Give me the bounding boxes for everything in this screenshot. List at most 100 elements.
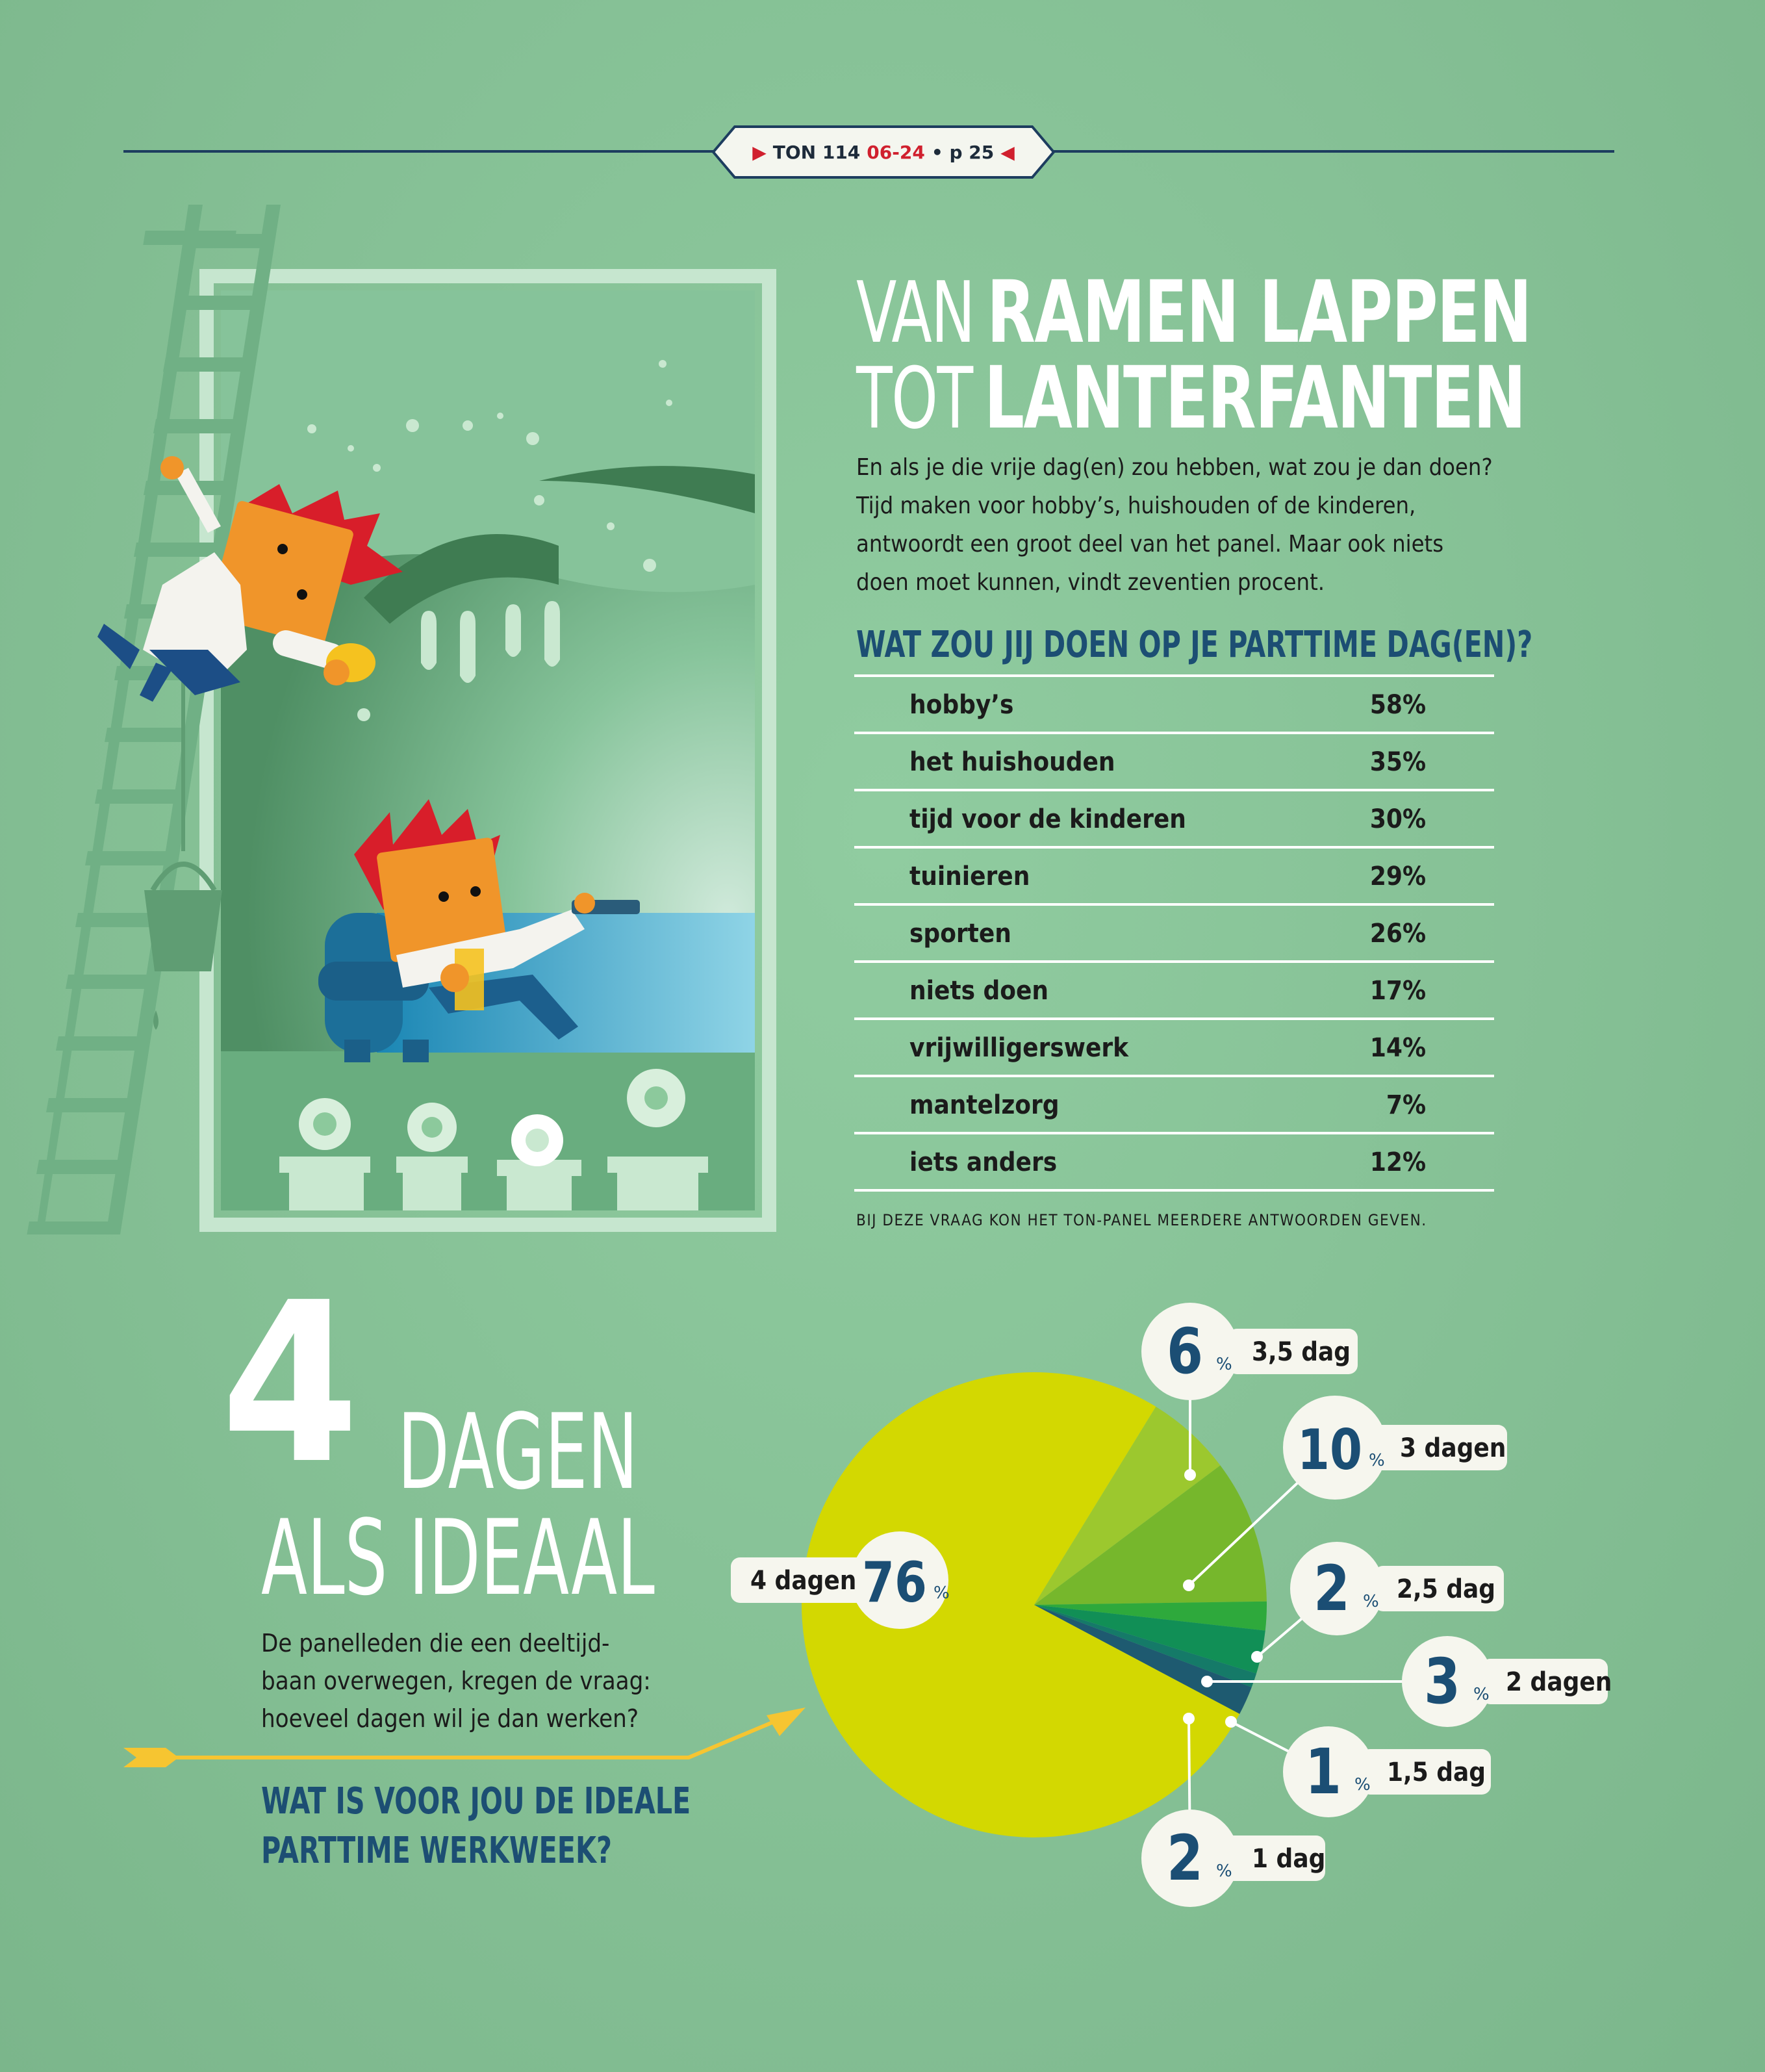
- illustration: [27, 205, 776, 1234]
- callout-circle: [1290, 1542, 1384, 1635]
- row-label: tuinieren: [909, 862, 1030, 891]
- intro-text: En als je die vrije dag(en) zou hebben, …: [856, 454, 1493, 596]
- table-row: tuinieren 29%: [854, 849, 1494, 906]
- page-badge: ▶ TON 114 06-24 • p 25 ◀: [711, 125, 1056, 179]
- callout-circle: [1283, 1396, 1387, 1500]
- callout-label: 3 dagen: [1400, 1433, 1506, 1463]
- callout-value: 1: [1305, 1735, 1341, 1808]
- table-row: iets anders 12%: [854, 1134, 1494, 1192]
- row-value: 58%: [1369, 690, 1426, 720]
- row-value: 35%: [1369, 747, 1426, 777]
- pie-slice: [1034, 1605, 1257, 1687]
- row-label: iets anders: [909, 1147, 1058, 1177]
- row-label: tijd voor de kinderen: [909, 804, 1186, 834]
- publication-name: TON 114: [772, 141, 861, 163]
- pie-slice: [1034, 1601, 1267, 1631]
- table-row: tijd voor de kinderen 30%: [854, 791, 1494, 849]
- callout-label: 4 dagen: [750, 1566, 856, 1596]
- table-footnote: BIJ DEZE VRAAG KON HET TON-PANEL MEERDER…: [856, 1211, 1427, 1229]
- callout-label: 2,5 dag: [1397, 1574, 1495, 1604]
- callout-dot: [1201, 1676, 1213, 1687]
- table-heading: WAT ZOU JIJ DOEN OP JE PARTTIME DAG(EN)?: [856, 624, 1533, 666]
- callout-pill: [1221, 1835, 1325, 1881]
- callout-value: 3: [1424, 1645, 1460, 1718]
- title-line2-bold: LANTERFANTEN: [984, 348, 1526, 448]
- section-subtitle: De panelleden die een deeltijd- baan ove…: [261, 1629, 651, 1733]
- row-value: 26%: [1369, 919, 1426, 949]
- table-top-rule: [854, 674, 1494, 677]
- ladder-rungs: [27, 234, 276, 1234]
- row-value: 17%: [1369, 976, 1426, 1006]
- table-row: hobby’s 58%: [854, 677, 1494, 734]
- row-value: 14%: [1369, 1033, 1426, 1063]
- header-rule-left: [123, 150, 718, 153]
- row-label: sporten: [909, 919, 1011, 949]
- callout-pill: [1371, 1425, 1507, 1470]
- table-row: mantelzorg 7%: [854, 1077, 1494, 1134]
- callout-circle: [1402, 1636, 1493, 1727]
- section-title-line2: ALS IDEAAL: [261, 1497, 655, 1618]
- callout-value: 2: [1167, 1822, 1203, 1895]
- pie-slice: [1034, 1605, 1265, 1674]
- pie-callout: 10% 3 dagen: [1183, 1396, 1507, 1591]
- activities-table: hobby’s 58% het huishouden 35% tijd voor d…: [854, 674, 1494, 1192]
- pie-slice: [801, 1372, 1240, 1837]
- callout-label: 2 dagen: [1506, 1667, 1612, 1697]
- pie-slice: [1034, 1605, 1252, 1714]
- callout-circle: [1141, 1810, 1239, 1907]
- section-question-line2: PARTTIME WERKWEEK?: [261, 1830, 612, 1872]
- callout-circle: [1141, 1303, 1239, 1400]
- callout-value: 2: [1314, 1552, 1350, 1625]
- pie-slice: [1034, 1406, 1221, 1605]
- row-label: het huishouden: [909, 747, 1115, 777]
- pie-callout: 76 % 4 dagen: [731, 1531, 950, 1629]
- callout-percent: %: [1473, 1685, 1490, 1704]
- pie-callouts: 76 % 4 dagen 6% 3,5 dag 10% 3 dagen 2% 2,5 dag 3%…: [731, 1303, 1612, 1907]
- arrow-left-icon: ◀: [1000, 141, 1015, 163]
- section-question-line1: WAT IS VOOR JOU DE IDEALE: [261, 1780, 691, 1823]
- callout-dot: [1183, 1580, 1195, 1591]
- callout-percent: %: [933, 1583, 950, 1603]
- callout-percent: %: [1369, 1451, 1385, 1470]
- title-line1-bold: RAMEN LAPPEN: [987, 262, 1532, 363]
- callout-circle: [1283, 1726, 1374, 1817]
- badge-shape: [711, 125, 1056, 179]
- callout-pill: [1374, 1566, 1504, 1611]
- arrow-right-icon: ▶: [752, 141, 767, 163]
- row-label: hobby’s: [909, 690, 1014, 720]
- callout-pill: [1361, 1749, 1491, 1795]
- pie-slices: [801, 1372, 1267, 1837]
- callout-dot: [1183, 1713, 1195, 1724]
- callout-percent: %: [1354, 1775, 1371, 1795]
- table-row: sporten 26%: [854, 906, 1494, 963]
- row-value: 12%: [1369, 1147, 1426, 1177]
- row-value: 30%: [1369, 804, 1426, 834]
- pie-callout: 2% 2,5 dag: [1251, 1542, 1504, 1663]
- window-frame: [199, 269, 776, 1232]
- row-value: 7%: [1386, 1090, 1426, 1120]
- callout-dot: [1251, 1651, 1263, 1663]
- row-label: mantelzorg: [909, 1090, 1060, 1120]
- callout-value: 10: [1297, 1418, 1362, 1483]
- title-line1-thin: VAN: [856, 263, 975, 362]
- pie-callout: 2% 1 dag: [1141, 1713, 1325, 1907]
- page-title-line2: TOT LANTERFANTEN: [856, 355, 1644, 441]
- pie-callout: 1% 1,5 dag: [1225, 1716, 1491, 1817]
- section-title-line1: DAGEN: [398, 1391, 638, 1513]
- callout-label: 1 dag: [1252, 1844, 1325, 1874]
- table-row: niets doen 17%: [854, 963, 1494, 1020]
- issue-number: 06-24: [867, 141, 925, 163]
- page-title: VAN RAMEN LAPPEN: [856, 270, 1651, 355]
- callout-label: 3,5 dag: [1252, 1337, 1351, 1367]
- page-number: • p 25: [931, 141, 995, 163]
- pie-callout: 6% 3,5 dag: [1141, 1303, 1358, 1481]
- row-label: vrijwilligerswerk: [909, 1033, 1129, 1063]
- row-label: niets doen: [909, 976, 1049, 1006]
- callout-pill: [1228, 1329, 1358, 1374]
- section-question: WAT IS VOOR JOU DE IDEALE PARTTIME WERKW…: [261, 1777, 691, 1876]
- callout-percent: %: [1216, 1861, 1232, 1881]
- callout-pill: [1481, 1659, 1608, 1704]
- callout-pill: [731, 1557, 880, 1603]
- callout-label: 1,5 dag: [1387, 1758, 1486, 1787]
